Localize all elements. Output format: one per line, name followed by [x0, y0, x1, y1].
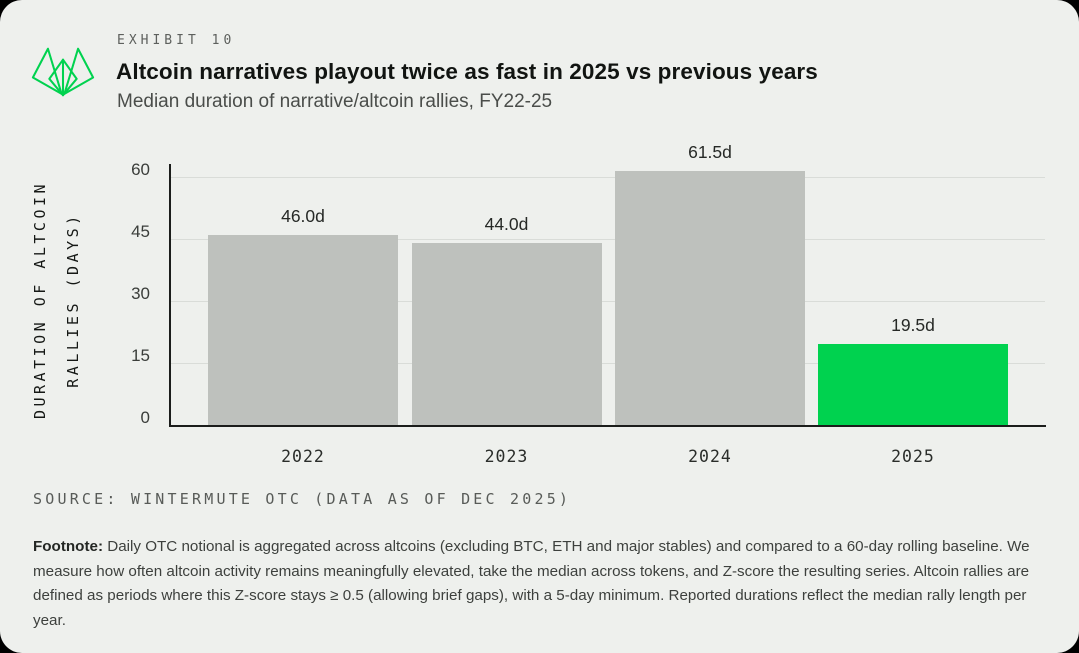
x-tick-label-2022: 2022 [281, 447, 325, 466]
x-axis-line [169, 424, 1046, 427]
y-tick-label-0: 0 [140, 408, 150, 427]
gridline-45 [171, 238, 1045, 240]
bar-2022 [208, 234, 398, 425]
wintermute-logo-icon [31, 47, 95, 97]
y-tick-label-60: 60 [131, 160, 150, 179]
y-axis-title: DURATION OF ALTCOIN RALLIES (DAYS) [24, 165, 90, 435]
gridline-60 [171, 176, 1045, 178]
y-axis-line [169, 164, 171, 427]
bar-value-label-2024: 61.5d [688, 141, 732, 162]
source-line: SOURCE: WINTERMUTE OTC (DATA AS OF DEC 2… [33, 490, 572, 508]
x-tick-label-2025: 2025 [891, 447, 935, 466]
bar-2023 [411, 243, 602, 425]
footnote: Footnote: Daily OTC notional is aggregat… [33, 535, 1049, 633]
x-tick-label-2023: 2023 [484, 447, 529, 466]
y-tick-label-30: 30 [131, 284, 150, 303]
y-axis-title-line-1: DURATION OF ALTCOIN [31, 180, 49, 420]
bar-value-label-2025: 19.5d [891, 315, 935, 336]
y-tick-label-45: 45 [131, 222, 150, 241]
y-tick-label-15: 15 [131, 346, 150, 365]
page-title: Altcoin narratives playout twice as fast… [116, 59, 818, 84]
gridline-15 [171, 362, 1045, 364]
y-axis-title-line-2: RALLIES (DAYS) [64, 212, 82, 388]
footnote-text: Daily OTC notional is aggregated across … [33, 538, 1030, 629]
bar-value-label-2023: 44.0d [484, 214, 529, 235]
bar-2024 [615, 170, 805, 425]
exhibit-label: EXHIBIT 10 [117, 33, 236, 48]
page-subtitle: Median duration of narrative/altcoin ral… [117, 91, 553, 112]
x-tick-label-2024: 2024 [688, 447, 732, 466]
gridline-30 [171, 300, 1045, 302]
bar-2025 [818, 344, 1008, 425]
bar-value-label-2022: 46.0d [281, 205, 325, 226]
footnote-label: Footnote: [33, 538, 104, 556]
